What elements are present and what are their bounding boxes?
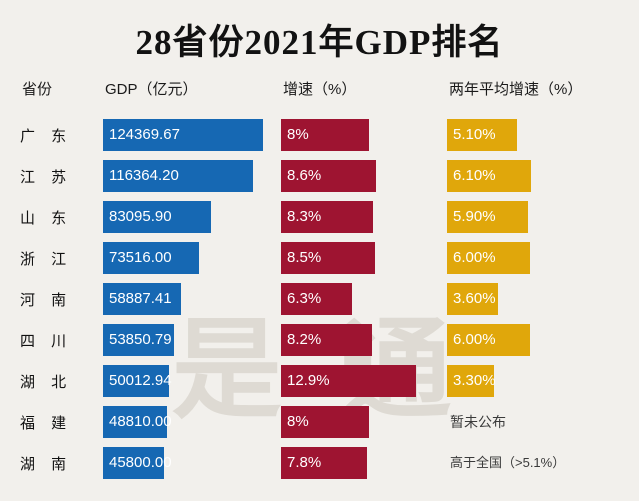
table-row: 河 南 58887.41 6.3% 3.60% xyxy=(0,280,639,321)
header-growth: 增速（%） xyxy=(283,81,357,98)
growth-bar: 8.5% xyxy=(281,242,375,274)
growth-bar: 8% xyxy=(281,406,369,438)
growth-bar: 8.3% xyxy=(281,201,373,233)
gdp-bar: 83095.90 xyxy=(103,201,211,233)
gdp-bar: 45800.00 xyxy=(103,447,172,479)
avg-growth-bar: 6.00% xyxy=(447,242,530,274)
header-avg-growth: 两年平均增速（%） xyxy=(449,81,583,98)
growth-bar: 8.6% xyxy=(281,160,376,192)
province-label: 四 川 xyxy=(20,333,73,350)
table-row: 江 苏 116364.20 8.6% 6.10% xyxy=(0,157,639,198)
header-gdp: GDP（亿元） xyxy=(105,81,198,98)
avg-growth-bar: 6.00% xyxy=(447,324,530,356)
header-province: 省份 xyxy=(22,81,53,98)
gdp-bar: 48810.00 xyxy=(103,406,172,438)
gdp-bar: 50012.94 xyxy=(103,365,172,397)
page-title: 28省份2021年GDP排名 xyxy=(135,23,504,62)
avg-growth-bar: 5.90% xyxy=(447,201,528,233)
table-row: 湖 南 45800.00 7.8% 高于全国（>5.1%） xyxy=(0,444,639,485)
avg-growth-note: 暂未公布 xyxy=(450,414,506,430)
gdp-bar: 73516.00 xyxy=(103,242,199,274)
gdp-bar: 53850.79 xyxy=(103,324,174,356)
table-row: 湖 北 50012.94 12.9% 3.30% xyxy=(0,362,639,403)
growth-bar: 8% xyxy=(281,119,369,151)
growth-bar: 12.9% xyxy=(281,365,416,397)
province-label: 福 建 xyxy=(20,415,73,432)
table-row: 山 东 83095.90 8.3% 5.90% xyxy=(0,198,639,239)
gdp-bar: 116364.20 xyxy=(103,160,253,192)
chart-rows: 广 东 124369.67 8% 5.10% 江 苏 116364.20 8.6% 6.10%… xyxy=(0,116,639,485)
table-row: 广 东 124369.67 8% 5.10% xyxy=(0,116,639,157)
gdp-bar: 58887.41 xyxy=(103,283,181,315)
avg-growth-bar: 6.10% xyxy=(447,160,531,192)
province-label: 江 苏 xyxy=(20,169,73,186)
avg-growth-bar: 3.30% xyxy=(447,365,496,397)
avg-growth-bar: 5.10% xyxy=(447,119,517,151)
table-row: 福 建 48810.00 8% 暂未公布 xyxy=(0,403,639,444)
gdp-bar: 124369.67 xyxy=(103,119,263,151)
growth-bar: 6.3% xyxy=(281,283,352,315)
province-label: 湖 南 xyxy=(20,456,73,473)
province-label: 浙 江 xyxy=(20,251,73,268)
column-headers: 省份 GDP（亿元） 增速（%） 两年平均增速（%） xyxy=(0,70,639,110)
avg-growth-note: 高于全国（>5.1%） xyxy=(450,455,566,470)
growth-bar: 8.2% xyxy=(281,324,372,356)
growth-bar: 7.8% xyxy=(281,447,367,479)
province-label: 山 东 xyxy=(20,210,73,227)
province-label: 河 南 xyxy=(20,292,73,309)
table-row: 浙 江 73516.00 8.5% 6.00% xyxy=(0,239,639,280)
province-label: 广 东 xyxy=(20,128,73,145)
province-label: 湖 北 xyxy=(20,374,73,391)
table-row: 四 川 53850.79 8.2% 6.00% xyxy=(0,321,639,362)
avg-growth-bar: 3.60% xyxy=(447,283,498,315)
